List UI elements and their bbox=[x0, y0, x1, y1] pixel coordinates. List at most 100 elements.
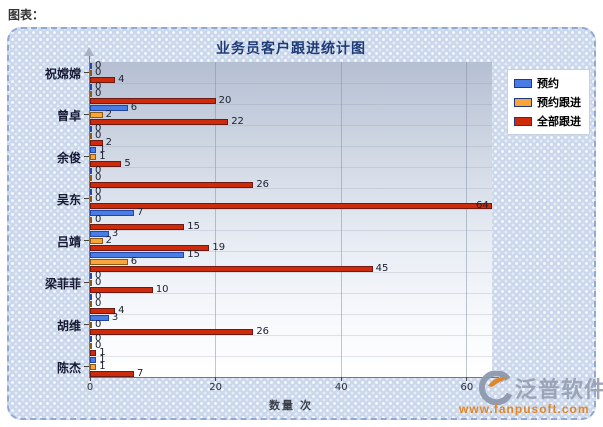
bar-value-label: 0 bbox=[95, 87, 102, 99]
legend-swatch-icon bbox=[514, 78, 532, 88]
gridline-horizontal bbox=[90, 146, 492, 147]
gridline-horizontal bbox=[90, 83, 492, 84]
bar-value-label: 3 bbox=[111, 311, 119, 323]
bar-预约 bbox=[90, 209, 134, 216]
x-tick-label: 0 bbox=[86, 382, 94, 393]
gridline-horizontal bbox=[90, 125, 492, 126]
bar-预约 bbox=[90, 293, 92, 300]
chart-section-label: 图表： bbox=[8, 8, 45, 22]
bar-value-label: 0 bbox=[95, 80, 102, 92]
bar-预约 bbox=[90, 272, 92, 279]
bar-预约跟进 bbox=[90, 237, 103, 244]
y-axis-label: 梁菲菲 bbox=[44, 276, 81, 291]
y-axis-label: 胡维 bbox=[56, 318, 81, 333]
bar-value-label: 7 bbox=[136, 367, 144, 379]
bar-全部跟进 bbox=[90, 76, 116, 83]
bar-预约跟进 bbox=[90, 279, 92, 286]
bar-预约 bbox=[90, 62, 92, 69]
bar-value-label: 6 bbox=[130, 101, 138, 113]
bar-预约 bbox=[90, 83, 92, 90]
gridline-horizontal bbox=[90, 272, 492, 273]
bar-全部跟进 bbox=[90, 118, 229, 125]
x-axis-tick bbox=[89, 377, 91, 381]
bar-预约 bbox=[90, 188, 92, 195]
y-axis-tick bbox=[84, 282, 89, 283]
gridline-horizontal bbox=[90, 167, 492, 168]
y-axis-tick bbox=[84, 72, 89, 73]
bar-value-label: 5 bbox=[124, 157, 131, 169]
y-axis-tick bbox=[84, 198, 89, 199]
bar-value-label: 2 bbox=[105, 234, 112, 246]
bar-预约跟进 bbox=[90, 153, 97, 160]
gridline-vertical bbox=[215, 62, 217, 377]
bar-value-label: 26 bbox=[256, 325, 270, 337]
bar-value-label: 6 bbox=[130, 255, 138, 267]
bar-预约 bbox=[90, 314, 109, 321]
x-tick-label: 20 bbox=[209, 382, 222, 393]
bar-value-label: 0 bbox=[95, 332, 102, 344]
bar-value-label: 0 bbox=[95, 297, 102, 309]
bar-预约跟进 bbox=[90, 300, 92, 307]
bar-value-label: 15 bbox=[187, 248, 200, 260]
bar-预约 bbox=[90, 125, 92, 132]
bar-全部跟进 bbox=[90, 139, 103, 146]
y-axis-tick bbox=[84, 114, 89, 115]
y-axis-tick bbox=[84, 366, 89, 367]
bar-全部跟进 bbox=[90, 370, 134, 377]
bar-全部跟进 bbox=[90, 307, 116, 314]
legend-item: 预约跟进 bbox=[514, 94, 581, 110]
legend-label: 预约 bbox=[537, 78, 559, 90]
watermark-brand: 泛普软件 bbox=[515, 377, 603, 402]
bar-预约跟进 bbox=[90, 174, 92, 181]
gridline-horizontal bbox=[90, 188, 492, 189]
watermark-row: 泛普软件 bbox=[479, 371, 603, 405]
watermark-url: www.fanpusoft.com bbox=[459, 402, 590, 416]
bar-value-label: 1 bbox=[99, 360, 106, 372]
bar-value-label: 15 bbox=[187, 220, 200, 232]
bar-value-label: 0 bbox=[95, 66, 102, 78]
x-axis-tick bbox=[340, 377, 342, 381]
bar-value-label: 1 bbox=[99, 346, 106, 358]
bar-预约 bbox=[90, 356, 97, 363]
bar-预约 bbox=[90, 230, 109, 237]
bar-全部跟进 bbox=[90, 223, 185, 230]
bar-预约 bbox=[90, 335, 92, 342]
bar-value-label: 0 bbox=[95, 192, 102, 204]
bar-预约跟进 bbox=[90, 69, 92, 76]
bar-预约跟进 bbox=[90, 321, 92, 328]
watermark: 泛普软件 www.fanpusoft.com bbox=[453, 371, 603, 416]
chart-title: 业务员客户跟进统计图 bbox=[216, 40, 366, 56]
bar-value-label: 7 bbox=[136, 206, 144, 218]
bar-value-label: 0 bbox=[95, 129, 102, 141]
plot-area: 0 0 4 0 0 20 6 2 22 0 0 2 1 1 5 0 0 26 0 0 64 7 0 15 3 2 19 15 6 45 0 0… bbox=[90, 60, 492, 379]
y-axis-tick bbox=[84, 324, 89, 325]
bar-预约跟进 bbox=[90, 258, 128, 265]
y-axis-label: 陈杰 bbox=[56, 360, 81, 375]
gridline-horizontal bbox=[90, 335, 492, 336]
bar-预约跟进 bbox=[90, 363, 97, 370]
y-axis-label: 吕靖 bbox=[56, 234, 81, 249]
bar-全部跟进 bbox=[90, 202, 492, 209]
y-axis-label: 余俊 bbox=[56, 150, 81, 165]
bar-预约 bbox=[90, 104, 128, 111]
bar-value-label: 0 bbox=[95, 269, 102, 281]
bar-value-label: 0 bbox=[95, 339, 102, 351]
bar-预约跟进 bbox=[90, 90, 92, 97]
bar-预约跟进 bbox=[90, 195, 92, 202]
y-axis-label: 祝嫦嫦 bbox=[44, 66, 81, 81]
bar-value-label: 0 bbox=[95, 171, 102, 183]
bar-value-label: 2 bbox=[105, 136, 112, 148]
y-axis-line bbox=[89, 56, 90, 377]
bar-value-label: 0 bbox=[95, 318, 102, 330]
chart-panel: 业务员客户跟进统计图 0 0 4 0 0 20 6 2 22 0 0 2 1 1 5 0 0 26 0 0 64 7 0 15… bbox=[7, 27, 603, 420]
bar-预约 bbox=[90, 167, 92, 174]
bar-value-label: 2 bbox=[105, 108, 112, 120]
gridline-horizontal bbox=[90, 251, 492, 252]
bar-预约跟进 bbox=[90, 111, 103, 118]
gridline-vertical bbox=[466, 62, 468, 377]
y-axis-tick bbox=[84, 156, 89, 157]
bar-value-label: 22 bbox=[231, 115, 244, 127]
bar-value-label: 19 bbox=[212, 241, 226, 253]
bar-value-label: 0 bbox=[95, 164, 102, 176]
